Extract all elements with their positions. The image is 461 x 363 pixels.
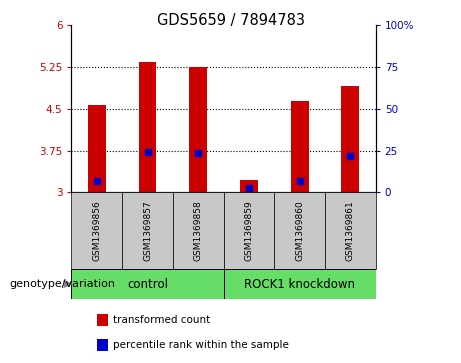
Text: genotype/variation: genotype/variation bbox=[9, 279, 115, 289]
Text: GSM1369859: GSM1369859 bbox=[244, 200, 254, 261]
Text: percentile rank within the sample: percentile rank within the sample bbox=[113, 340, 289, 350]
Bar bbox=[71, 192, 122, 269]
Bar bbox=[291, 101, 308, 192]
Text: ROCK1 knockdown: ROCK1 knockdown bbox=[244, 278, 355, 290]
Bar bbox=[88, 105, 106, 192]
Bar bbox=[342, 86, 359, 192]
Bar bbox=[224, 269, 376, 299]
Bar bbox=[139, 62, 156, 192]
Bar bbox=[189, 66, 207, 192]
Bar bbox=[97, 339, 108, 351]
Text: GSM1369857: GSM1369857 bbox=[143, 200, 152, 261]
Bar bbox=[122, 192, 173, 269]
Bar bbox=[240, 180, 258, 192]
Bar bbox=[97, 314, 108, 326]
Text: control: control bbox=[127, 278, 168, 290]
Bar bbox=[173, 192, 224, 269]
Bar bbox=[274, 192, 325, 269]
Text: GSM1369860: GSM1369860 bbox=[295, 200, 304, 261]
Text: GDS5659 / 7894783: GDS5659 / 7894783 bbox=[156, 13, 305, 28]
Bar bbox=[71, 269, 224, 299]
Text: GSM1369858: GSM1369858 bbox=[194, 200, 203, 261]
Bar bbox=[325, 192, 376, 269]
Text: GSM1369861: GSM1369861 bbox=[346, 200, 355, 261]
Text: transformed count: transformed count bbox=[113, 315, 210, 325]
Bar bbox=[224, 192, 274, 269]
Text: GSM1369856: GSM1369856 bbox=[92, 200, 101, 261]
